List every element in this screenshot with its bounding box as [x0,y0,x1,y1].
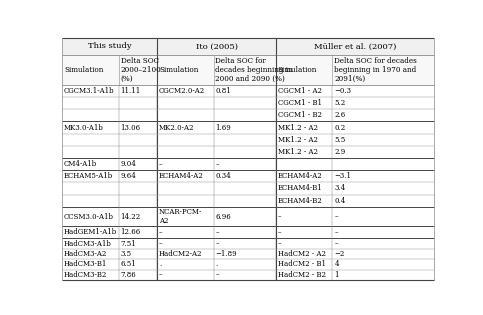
Text: 5.5: 5.5 [334,136,346,144]
Text: 13.06: 13.06 [121,123,141,132]
Text: ECHAM4-A2: ECHAM4-A2 [159,172,204,180]
Text: 4: 4 [334,260,339,268]
Text: MK1.2 - A2: MK1.2 - A2 [278,148,318,156]
Text: 6.96: 6.96 [215,213,231,220]
Text: –: – [215,240,219,248]
Text: 3.5: 3.5 [121,250,132,258]
Text: –: – [159,160,162,168]
Text: 7.51: 7.51 [121,240,136,248]
Text: −2: −2 [334,250,345,258]
Text: MK1.2 - A2: MK1.2 - A2 [278,123,318,132]
Text: Müller et al. (2007): Müller et al. (2007) [314,43,396,50]
Bar [62,38,434,55]
Text: –: – [159,228,162,236]
Text: Simulation: Simulation [159,66,199,74]
Text: HadCM2 - A2: HadCM2 - A2 [278,250,326,258]
Text: MK1.2 - A2: MK1.2 - A2 [278,136,318,144]
Text: −0.3: −0.3 [334,87,351,95]
Bar [62,55,434,85]
Text: 6.51: 6.51 [121,260,136,268]
Text: ECHAM5-A1b: ECHAM5-A1b [64,172,114,180]
Text: 0.81: 0.81 [215,87,231,95]
Text: CM4-A1b: CM4-A1b [64,160,98,168]
Text: HadCM3-A2: HadCM3-A2 [64,250,108,258]
Text: 9.04: 9.04 [121,160,136,168]
Text: ECHAM4-A2: ECHAM4-A2 [278,172,323,180]
Text: Delta SOC for
decades beginning in
2000 and 2090 (%): Delta SOC for decades beginning in 2000 … [215,57,293,83]
Text: 3.4: 3.4 [334,185,345,192]
Text: Ito (2005): Ito (2005) [196,43,238,50]
Text: 2.9: 2.9 [334,148,346,156]
Text: HadCM2-A2: HadCM2-A2 [159,250,202,258]
Text: Delta SOC
2000–2100
(%): Delta SOC 2000–2100 (%) [121,57,161,83]
Text: HadCM3-A1b: HadCM3-A1b [64,240,112,248]
Text: MK3.0-A1b: MK3.0-A1b [64,123,104,132]
Text: HadCM3-B2: HadCM3-B2 [64,271,108,279]
Text: CGCM2.0-A2: CGCM2.0-A2 [159,87,205,95]
Text: 2.6: 2.6 [334,112,346,119]
Text: –: – [159,240,162,248]
Text: Simulation: Simulation [64,66,103,74]
Text: 0.34: 0.34 [215,172,231,180]
Text: 0.4: 0.4 [334,197,346,205]
Text: 0.2: 0.2 [334,123,346,132]
Text: 14.22: 14.22 [121,213,141,220]
Text: HadCM2 - B2: HadCM2 - B2 [278,271,326,279]
Text: –: – [215,160,219,168]
Text: CGCM3.1-A1b: CGCM3.1-A1b [64,87,115,95]
Text: 5.2: 5.2 [334,99,346,107]
Text: .: . [159,260,161,268]
Text: .: . [215,260,218,268]
Text: This study: This study [88,43,131,50]
Text: −3.1: −3.1 [334,172,351,180]
Text: CCSM3.0-A1b: CCSM3.0-A1b [64,213,114,220]
Text: –: – [334,240,338,248]
Text: 1: 1 [334,271,339,279]
Text: 11.11: 11.11 [121,87,141,95]
Text: ECHAM4-B1: ECHAM4-B1 [278,185,323,192]
Text: –: – [334,213,338,220]
Text: CGCM1 - B1: CGCM1 - B1 [278,99,322,107]
Text: 12.66: 12.66 [121,228,141,236]
Text: HadCM2 - B1: HadCM2 - B1 [278,260,326,268]
Text: Delta SOC for decades
beginning in 1970 and
2091(%): Delta SOC for decades beginning in 1970 … [334,57,417,83]
Text: –: – [278,228,282,236]
Text: CGCM1 - A2: CGCM1 - A2 [278,87,322,95]
Text: NCAR-PCM-
A2: NCAR-PCM- A2 [159,208,202,225]
Text: 1.69: 1.69 [215,123,231,132]
Text: –: – [334,228,338,236]
Text: HadCM3-B1: HadCM3-B1 [64,260,108,268]
Text: –: – [215,271,219,279]
Text: 9.64: 9.64 [121,172,136,180]
Text: HadGEM1-A1b: HadGEM1-A1b [64,228,117,236]
Text: –: – [278,213,282,220]
Text: CGCM1 - B2: CGCM1 - B2 [278,112,322,119]
Text: MK2.0-A2: MK2.0-A2 [159,123,194,132]
Text: –: – [278,240,282,248]
Text: Simulation: Simulation [278,66,317,74]
Text: –: – [159,271,162,279]
Text: –: – [215,228,219,236]
Text: ECHAM4-B2: ECHAM4-B2 [278,197,323,205]
Text: 7.86: 7.86 [121,271,136,279]
Text: −1.89: −1.89 [215,250,237,258]
